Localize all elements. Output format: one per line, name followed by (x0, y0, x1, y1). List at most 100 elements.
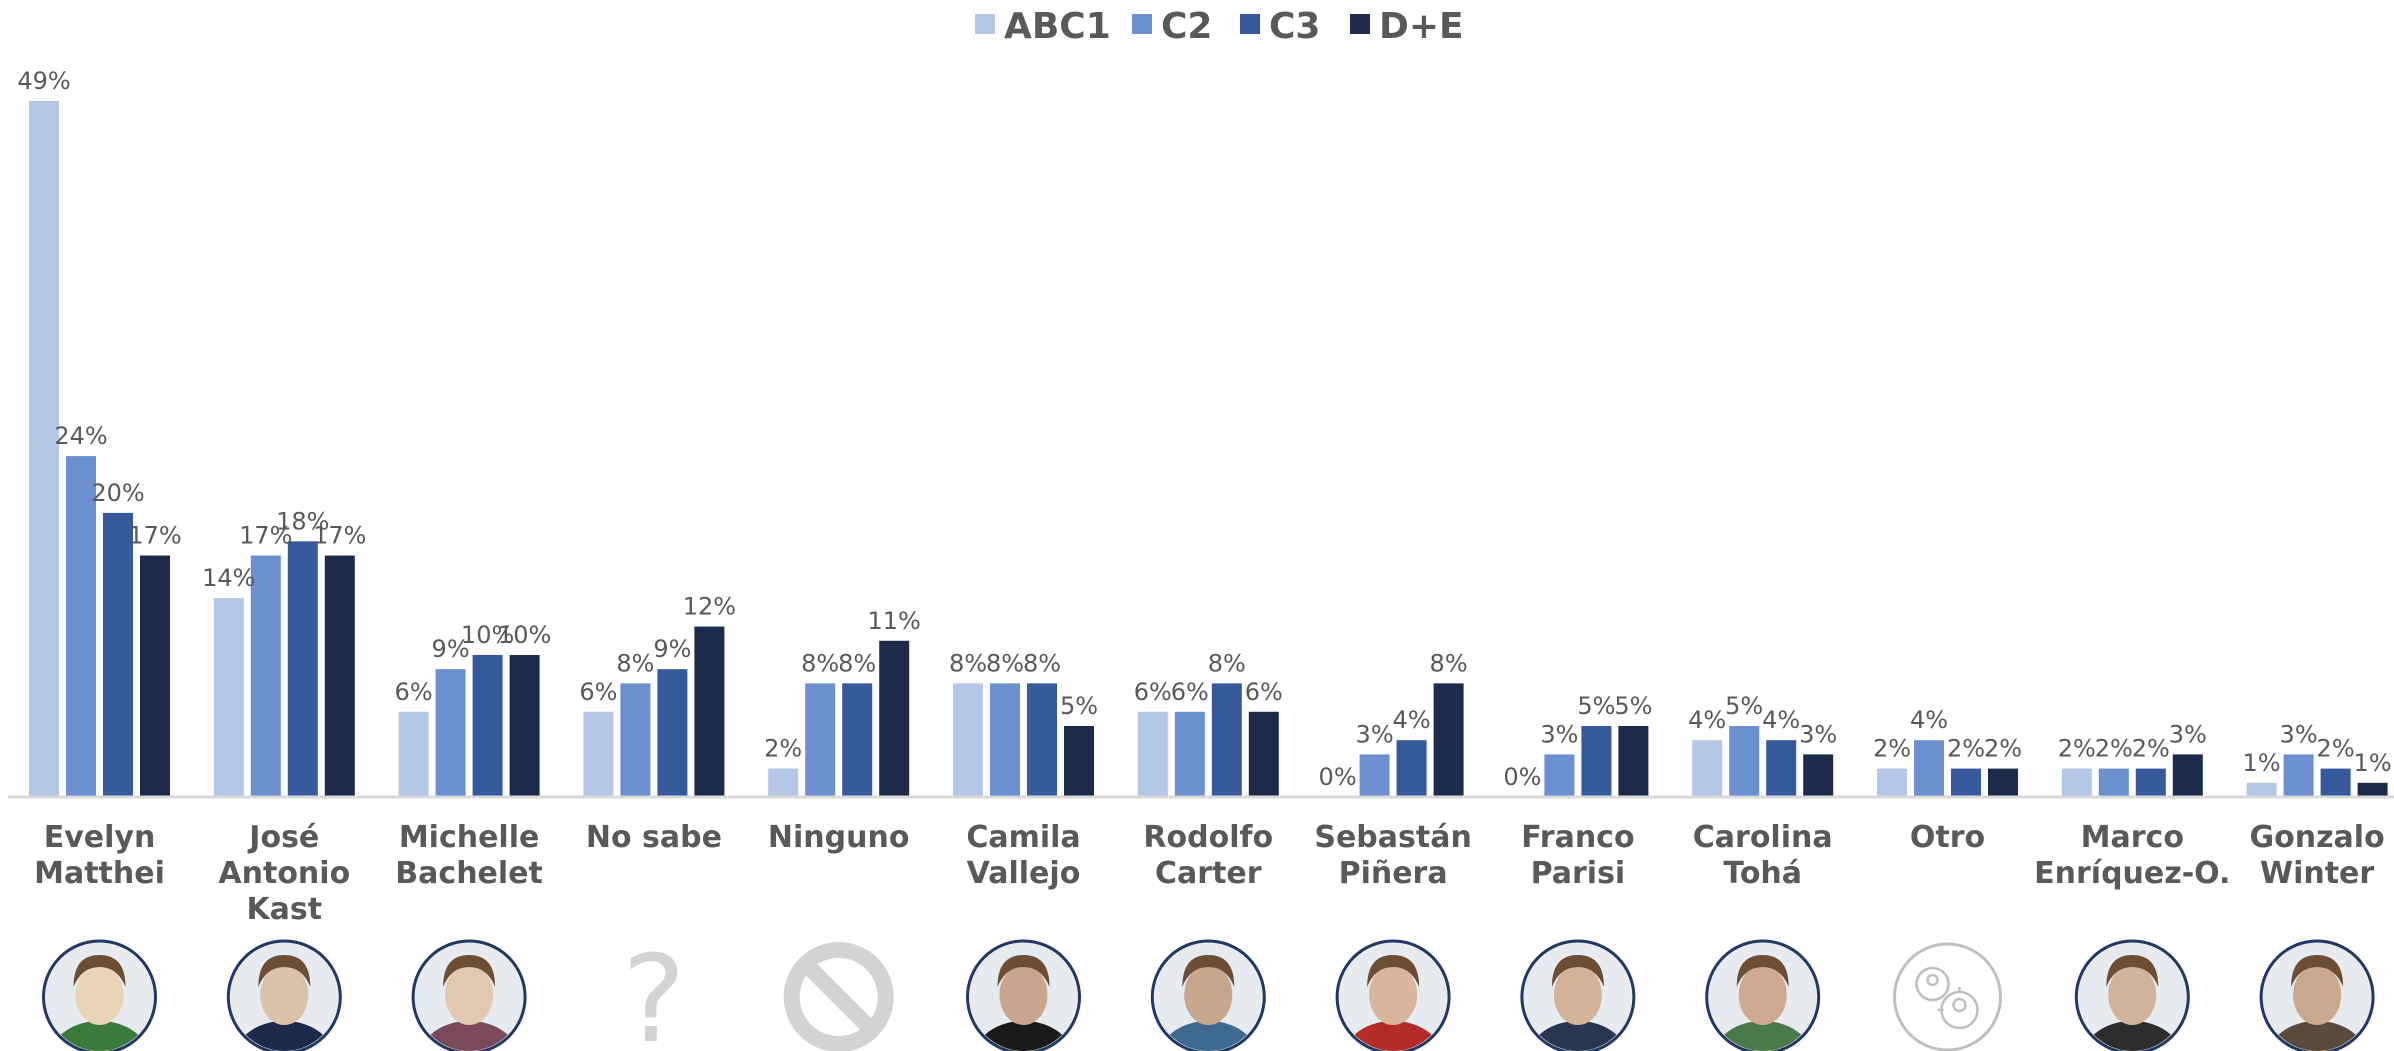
data-label-jose-antonio-kast-d-e: 17% (313, 522, 366, 550)
avatar-rodolfo-carter (1150, 939, 1266, 1051)
question-mark-icon: ? (622, 931, 686, 1051)
bar-camila-vallejo-d-e (1064, 725, 1094, 797)
data-label-camila-vallejo-abc1: 8% (949, 649, 987, 677)
avatar-carolina-toha (1705, 939, 1821, 1051)
category-label-franco-parisi: Franco Parisi (1521, 820, 1634, 891)
category-label-no-sabe: No sabe (586, 820, 722, 855)
data-label-franco-parisi-c2: 3% (1540, 720, 1578, 748)
data-label-sebastan-pinera-c2: 3% (1356, 720, 1394, 748)
bar-ninguno-abc1 (768, 768, 799, 797)
category-label-sebastan-pinera: Sebastán Piñera (1314, 820, 1471, 891)
bar-sebastan-pinera-d-e (1433, 683, 1464, 797)
data-label-gonzalo-winter-c3: 2% (2317, 735, 2355, 763)
bar-carolina-toha-abc1 (1692, 740, 1723, 797)
bar-jose-antonio-kast-d-e (324, 555, 355, 797)
bar-jose-antonio-kast-c3 (287, 541, 318, 797)
bar-gonzalo-winter-c3 (2320, 768, 2351, 797)
data-label-otro-d-e: 2% (1984, 735, 2022, 763)
data-labels-group: 49%24%20%17%14%17%18%17%6%9%10%10%6%8%9%… (17, 67, 2391, 791)
bar-michelle-bachelet-abc1 (398, 711, 429, 797)
bar-otro-c2 (1914, 740, 1944, 797)
bar-rodolfo-carter-d-e (1248, 711, 1279, 797)
data-label-otro-c3: 2% (1947, 735, 1985, 763)
data-label-carolina-toha-c2: 5% (1725, 692, 1763, 720)
data-label-evelyn-matthei-c2: 24% (54, 422, 107, 450)
data-label-evelyn-matthei-d-e: 17% (128, 522, 181, 550)
avatar-sebastan-pinera (1335, 939, 1451, 1051)
data-label-franco-parisi-d-e: 5% (1614, 692, 1652, 720)
prohibited-icon (783, 942, 894, 1051)
category-label-gonzalo-winter: Gonzalo Winter (2249, 820, 2384, 891)
bar-evelyn-matthei-c3 (103, 512, 133, 797)
legend-swatch-c3 (1240, 14, 1260, 34)
data-label-franco-parisi-abc1: 0% (1503, 763, 1541, 791)
bar-marco-enriquez-o-abc1 (2061, 768, 2092, 797)
data-label-sebastan-pinera-c3: 4% (1393, 706, 1431, 734)
data-label-rodolfo-carter-c2: 6% (1171, 678, 1209, 706)
data-label-ninguno-abc1: 2% (764, 735, 802, 763)
data-label-carolina-toha-c3: 4% (1762, 706, 1800, 734)
data-label-ninguno-c3: 8% (838, 649, 876, 677)
bar-evelyn-matthei-c2 (66, 456, 96, 797)
bar-no-sabe-c2 (620, 683, 651, 797)
category-label-camila-vallejo: Camila Vallejo (966, 820, 1080, 891)
data-label-michelle-bachelet-d-e: 10% (498, 621, 551, 649)
data-label-ninguno-d-e: 11% (868, 607, 921, 635)
legend-swatch-c2 (1132, 14, 1152, 34)
data-label-sebastan-pinera-abc1: 0% (1319, 763, 1357, 791)
data-label-marco-enriquez-o-c2: 2% (2095, 735, 2133, 763)
bar-otro-c3 (1951, 768, 1981, 797)
category-label-evelyn-matthei: Evelyn Matthei (34, 820, 165, 891)
bar-ninguno-c2 (805, 683, 836, 797)
bar-rodolfo-carter-abc1 (1137, 711, 1168, 797)
data-label-sebastan-pinera-d-e: 8% (1430, 649, 1468, 677)
data-label-michelle-bachelet-c2: 9% (432, 635, 470, 663)
bar-rodolfo-carter-c3 (1211, 683, 1242, 797)
data-label-otro-c2: 4% (1910, 706, 1948, 734)
bar-otro-abc1 (1877, 768, 1907, 797)
bar-marco-enriquez-o-c2 (2098, 768, 2129, 797)
bar-no-sabe-d-e (694, 626, 725, 797)
data-label-ninguno-c2: 8% (801, 649, 839, 677)
data-label-rodolfo-carter-d-e: 6% (1245, 678, 1283, 706)
data-label-no-sabe-c3: 9% (653, 635, 691, 663)
bar-evelyn-matthei-abc1 (29, 101, 59, 797)
data-label-carolina-toha-abc1: 4% (1688, 706, 1726, 734)
bar-rodolfo-carter-c2 (1174, 711, 1205, 797)
data-label-carolina-toha-d-e: 3% (1799, 720, 1837, 748)
data-label-no-sabe-abc1: 6% (579, 678, 617, 706)
data-label-michelle-bachelet-abc1: 6% (395, 678, 433, 706)
legend-label-c2: C2 (1161, 6, 1212, 47)
data-label-gonzalo-winter-abc1: 1% (2243, 749, 2281, 777)
category-icons-group: ? (42, 931, 2375, 1051)
data-label-evelyn-matthei-c3: 20% (91, 479, 144, 507)
category-label-jose-antonio-kast: José Antonio Kast (218, 820, 350, 927)
category-label-michelle-bachelet: Michelle Bachelet (395, 820, 543, 891)
avatar-gonzalo-winter (2259, 939, 2375, 1051)
bar-gonzalo-winter-c2 (2283, 754, 2314, 797)
data-label-camila-vallejo-c2: 8% (986, 649, 1024, 677)
data-label-jose-antonio-kast-abc1: 14% (202, 564, 255, 592)
data-label-jose-antonio-kast-c2: 17% (239, 522, 292, 550)
legend-label-c3: C3 (1269, 6, 1320, 47)
data-label-franco-parisi-c3: 5% (1577, 692, 1615, 720)
data-label-jose-antonio-kast-c3: 18% (276, 507, 329, 535)
avatar-michelle-bachelet (411, 939, 527, 1051)
bar-marco-enriquez-o-d-e (2172, 754, 2203, 797)
category-label-rodolfo-carter: Rodolfo Carter (1143, 820, 1273, 891)
data-label-rodolfo-carter-abc1: 6% (1134, 678, 1172, 706)
avatar-jose-antonio-kast (226, 939, 342, 1051)
bar-no-sabe-c3 (657, 669, 688, 797)
bar-gonzalo-winter-d-e (2357, 782, 2388, 797)
data-label-michelle-bachelet-c3: 10% (461, 621, 514, 649)
legend-swatch-d-e (1350, 14, 1370, 34)
data-label-marco-enriquez-o-d-e: 3% (2169, 720, 2207, 748)
data-label-marco-enriquez-o-c3: 2% (2132, 735, 2170, 763)
bar-carolina-toha-c3 (1766, 740, 1797, 797)
bar-evelyn-matthei-d-e (140, 555, 170, 797)
bar-ninguno-d-e (879, 640, 910, 797)
data-label-otro-abc1: 2% (1873, 735, 1911, 763)
bar-sebastan-pinera-c2 (1359, 754, 1390, 797)
bar-gonzalo-winter-abc1 (2246, 782, 2277, 797)
